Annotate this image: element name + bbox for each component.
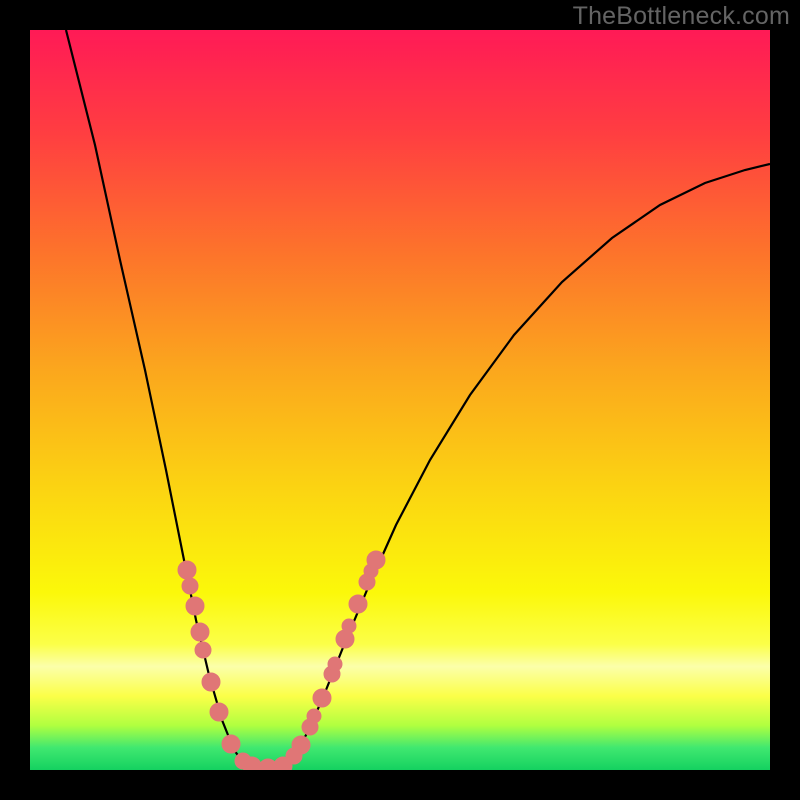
- bead-marker: [222, 735, 240, 753]
- bead-marker: [349, 595, 367, 613]
- bead-marker: [313, 689, 331, 707]
- bead-marker: [292, 736, 310, 754]
- bead-marker: [307, 709, 321, 723]
- gradient-background: [30, 30, 770, 770]
- bead-marker: [186, 597, 204, 615]
- bead-marker: [191, 623, 209, 641]
- stage: TheBottleneck.com: [0, 0, 800, 800]
- bead-marker: [195, 642, 211, 658]
- bead-marker: [342, 619, 356, 633]
- bead-marker: [210, 703, 228, 721]
- bead-marker: [328, 657, 342, 671]
- chart-svg: [0, 0, 800, 800]
- bead-marker: [202, 673, 220, 691]
- bead-marker: [178, 561, 196, 579]
- bead-marker: [182, 578, 198, 594]
- bead-marker: [367, 551, 385, 569]
- watermark-label: TheBottleneck.com: [573, 2, 790, 31]
